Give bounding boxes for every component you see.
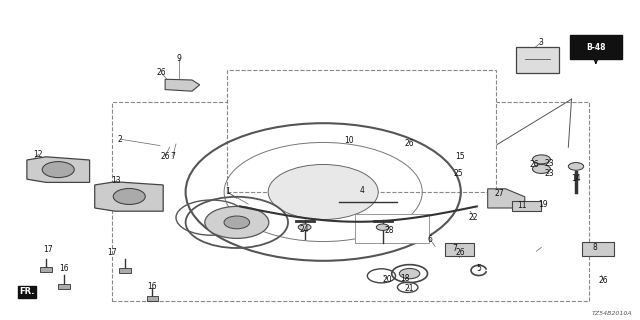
Text: 2: 2 [118, 135, 123, 144]
Circle shape [224, 216, 250, 229]
FancyBboxPatch shape [570, 35, 622, 59]
Text: 26: 26 [456, 248, 466, 257]
FancyBboxPatch shape [516, 47, 559, 73]
Text: 6: 6 [428, 235, 433, 244]
Polygon shape [488, 189, 525, 208]
FancyBboxPatch shape [355, 214, 429, 243]
Polygon shape [165, 79, 200, 91]
Bar [40, 267, 52, 272]
Text: 9: 9 [177, 54, 182, 63]
Text: 13: 13 [111, 176, 122, 185]
Text: 26: 26 [598, 276, 609, 285]
FancyBboxPatch shape [227, 70, 496, 192]
Text: 17: 17 [43, 245, 53, 254]
Text: 25: 25 [453, 169, 463, 178]
Text: B-48: B-48 [586, 43, 605, 52]
Text: 19: 19 [538, 200, 548, 209]
Text: 15: 15 [454, 152, 465, 161]
Text: TZ54B2010A: TZ54B2010A [592, 311, 632, 316]
Text: 23: 23 [544, 169, 554, 178]
Text: 24: 24 [300, 225, 310, 234]
Text: 26: 26 [160, 152, 170, 161]
Circle shape [268, 164, 378, 220]
Text: 11: 11 [517, 201, 526, 210]
Circle shape [42, 162, 74, 178]
Text: 26: 26 [156, 68, 166, 77]
Text: 20: 20 [382, 275, 392, 284]
Text: 7: 7 [170, 152, 175, 161]
Text: 1: 1 [225, 188, 230, 196]
Polygon shape [512, 201, 541, 211]
Bar [119, 268, 131, 273]
Text: 4: 4 [359, 186, 364, 195]
Text: 28: 28 [385, 226, 394, 235]
Text: 8: 8 [593, 243, 598, 252]
Text: FR.: FR. [19, 287, 35, 296]
Circle shape [205, 206, 269, 238]
Text: 21: 21 [405, 284, 414, 293]
Text: 5: 5 [476, 264, 481, 273]
Text: 16: 16 [147, 282, 157, 291]
Circle shape [113, 188, 145, 204]
Text: 17: 17 [107, 248, 117, 257]
Polygon shape [582, 242, 614, 256]
Text: 12: 12 [34, 150, 43, 159]
Polygon shape [95, 182, 163, 211]
Text: 14: 14 [571, 174, 581, 183]
Circle shape [298, 224, 311, 230]
Text: 23: 23 [544, 159, 554, 168]
Text: 7: 7 [452, 244, 457, 253]
Text: 10: 10 [344, 136, 355, 145]
Circle shape [376, 224, 389, 230]
Polygon shape [445, 243, 474, 256]
Text: 22: 22 [469, 213, 478, 222]
Circle shape [532, 164, 550, 173]
Circle shape [399, 268, 420, 279]
Text: 16: 16 [59, 264, 69, 273]
Text: 26: 26 [529, 160, 540, 169]
Text: 27: 27 [494, 189, 504, 198]
Text: 3: 3 [538, 38, 543, 47]
Polygon shape [27, 157, 90, 182]
Circle shape [568, 163, 584, 170]
Circle shape [532, 155, 550, 164]
Bar [58, 284, 70, 289]
Text: 26: 26 [404, 139, 415, 148]
Text: 18: 18 [401, 274, 410, 283]
Bar [147, 296, 158, 301]
